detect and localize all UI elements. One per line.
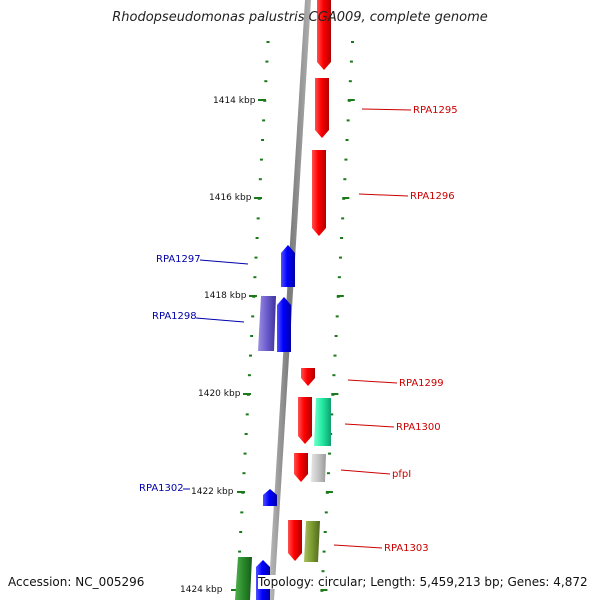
scale-axis: 1414 kbp 1416 kbp 1418 kbp 1420 kbp 1422… <box>180 96 266 595</box>
label-leader-line <box>340 469 391 475</box>
gene-pfpi-feature[interactable] <box>311 454 326 482</box>
label-leader-line <box>344 423 395 428</box>
genome-backbone <box>268 0 311 600</box>
gene-label-pfpi[interactable]: pfpI <box>392 469 411 480</box>
gene-label-rpa1295[interactable]: RPA1295 <box>413 105 458 116</box>
gene-rpa1299[interactable] <box>301 368 315 386</box>
gene-label-rpa1297[interactable]: RPA1297 <box>156 254 201 265</box>
label-leader-line <box>347 379 398 384</box>
gene-label-rpa1296[interactable]: RPA1296 <box>410 191 455 202</box>
gene-rpa1303-feature[interactable] <box>304 521 320 562</box>
gene-label-rpa1302[interactable]: RPA1302 <box>139 483 184 494</box>
gene-label-rpa1298[interactable]: RPA1298 <box>152 311 197 322</box>
gene-rpa1296[interactable] <box>312 150 326 236</box>
gene-rpa1297[interactable] <box>281 245 295 287</box>
gene-pfpi[interactable] <box>294 453 308 482</box>
gene-rpa1300[interactable] <box>298 397 312 444</box>
gene-rpa1298[interactable] <box>277 297 291 352</box>
scale-label: 1418 kbp <box>204 291 247 301</box>
gene-label-rpa1300[interactable]: RPA1300 <box>396 422 441 433</box>
gene-rpa1304-feature[interactable] <box>235 557 252 600</box>
label-leader-line <box>361 108 412 111</box>
scale-label: 1416 kbp <box>209 193 252 203</box>
gene-rpa1295[interactable] <box>315 78 329 138</box>
scale-label: 1420 kbp <box>198 389 241 399</box>
gene-label-rpa1299[interactable]: RPA1299 <box>399 378 444 389</box>
scale-label: 1424 kbp <box>180 585 223 595</box>
label-leader-line <box>199 259 249 265</box>
gene-rpa1294[interactable] <box>317 0 331 70</box>
gene-label-rpa1303[interactable]: RPA1303 <box>384 543 429 554</box>
gene-rpa1300-feature[interactable] <box>314 398 331 446</box>
gene-rpa1298-feature[interactable] <box>258 296 276 351</box>
label-leader-line <box>195 317 245 323</box>
genome-summary-text: Topology: circular; Length: 5,459,213 bp… <box>258 575 588 589</box>
forward-gene-labels: RPA1295 RPA1296 RPA1299 RPA1300 pfpI RPA… <box>333 105 458 554</box>
reverse-strand-features <box>235 245 295 600</box>
map-title: Rhodopseudomonas palustris CGA009, compl… <box>112 10 488 25</box>
label-leader-line <box>358 193 409 197</box>
gene-rpa1303[interactable] <box>288 520 302 561</box>
accession-text: Accession: NC_005296 <box>8 575 145 589</box>
label-leader-line <box>333 544 383 549</box>
forward-strand-features <box>288 0 331 562</box>
scale-label: 1414 kbp <box>213 96 256 106</box>
reverse-gene-labels: RPA1297 RPA1298 RPA1302 <box>139 254 249 494</box>
scale-label: 1422 kbp <box>191 487 234 497</box>
gene-rpa1302[interactable] <box>263 489 277 506</box>
